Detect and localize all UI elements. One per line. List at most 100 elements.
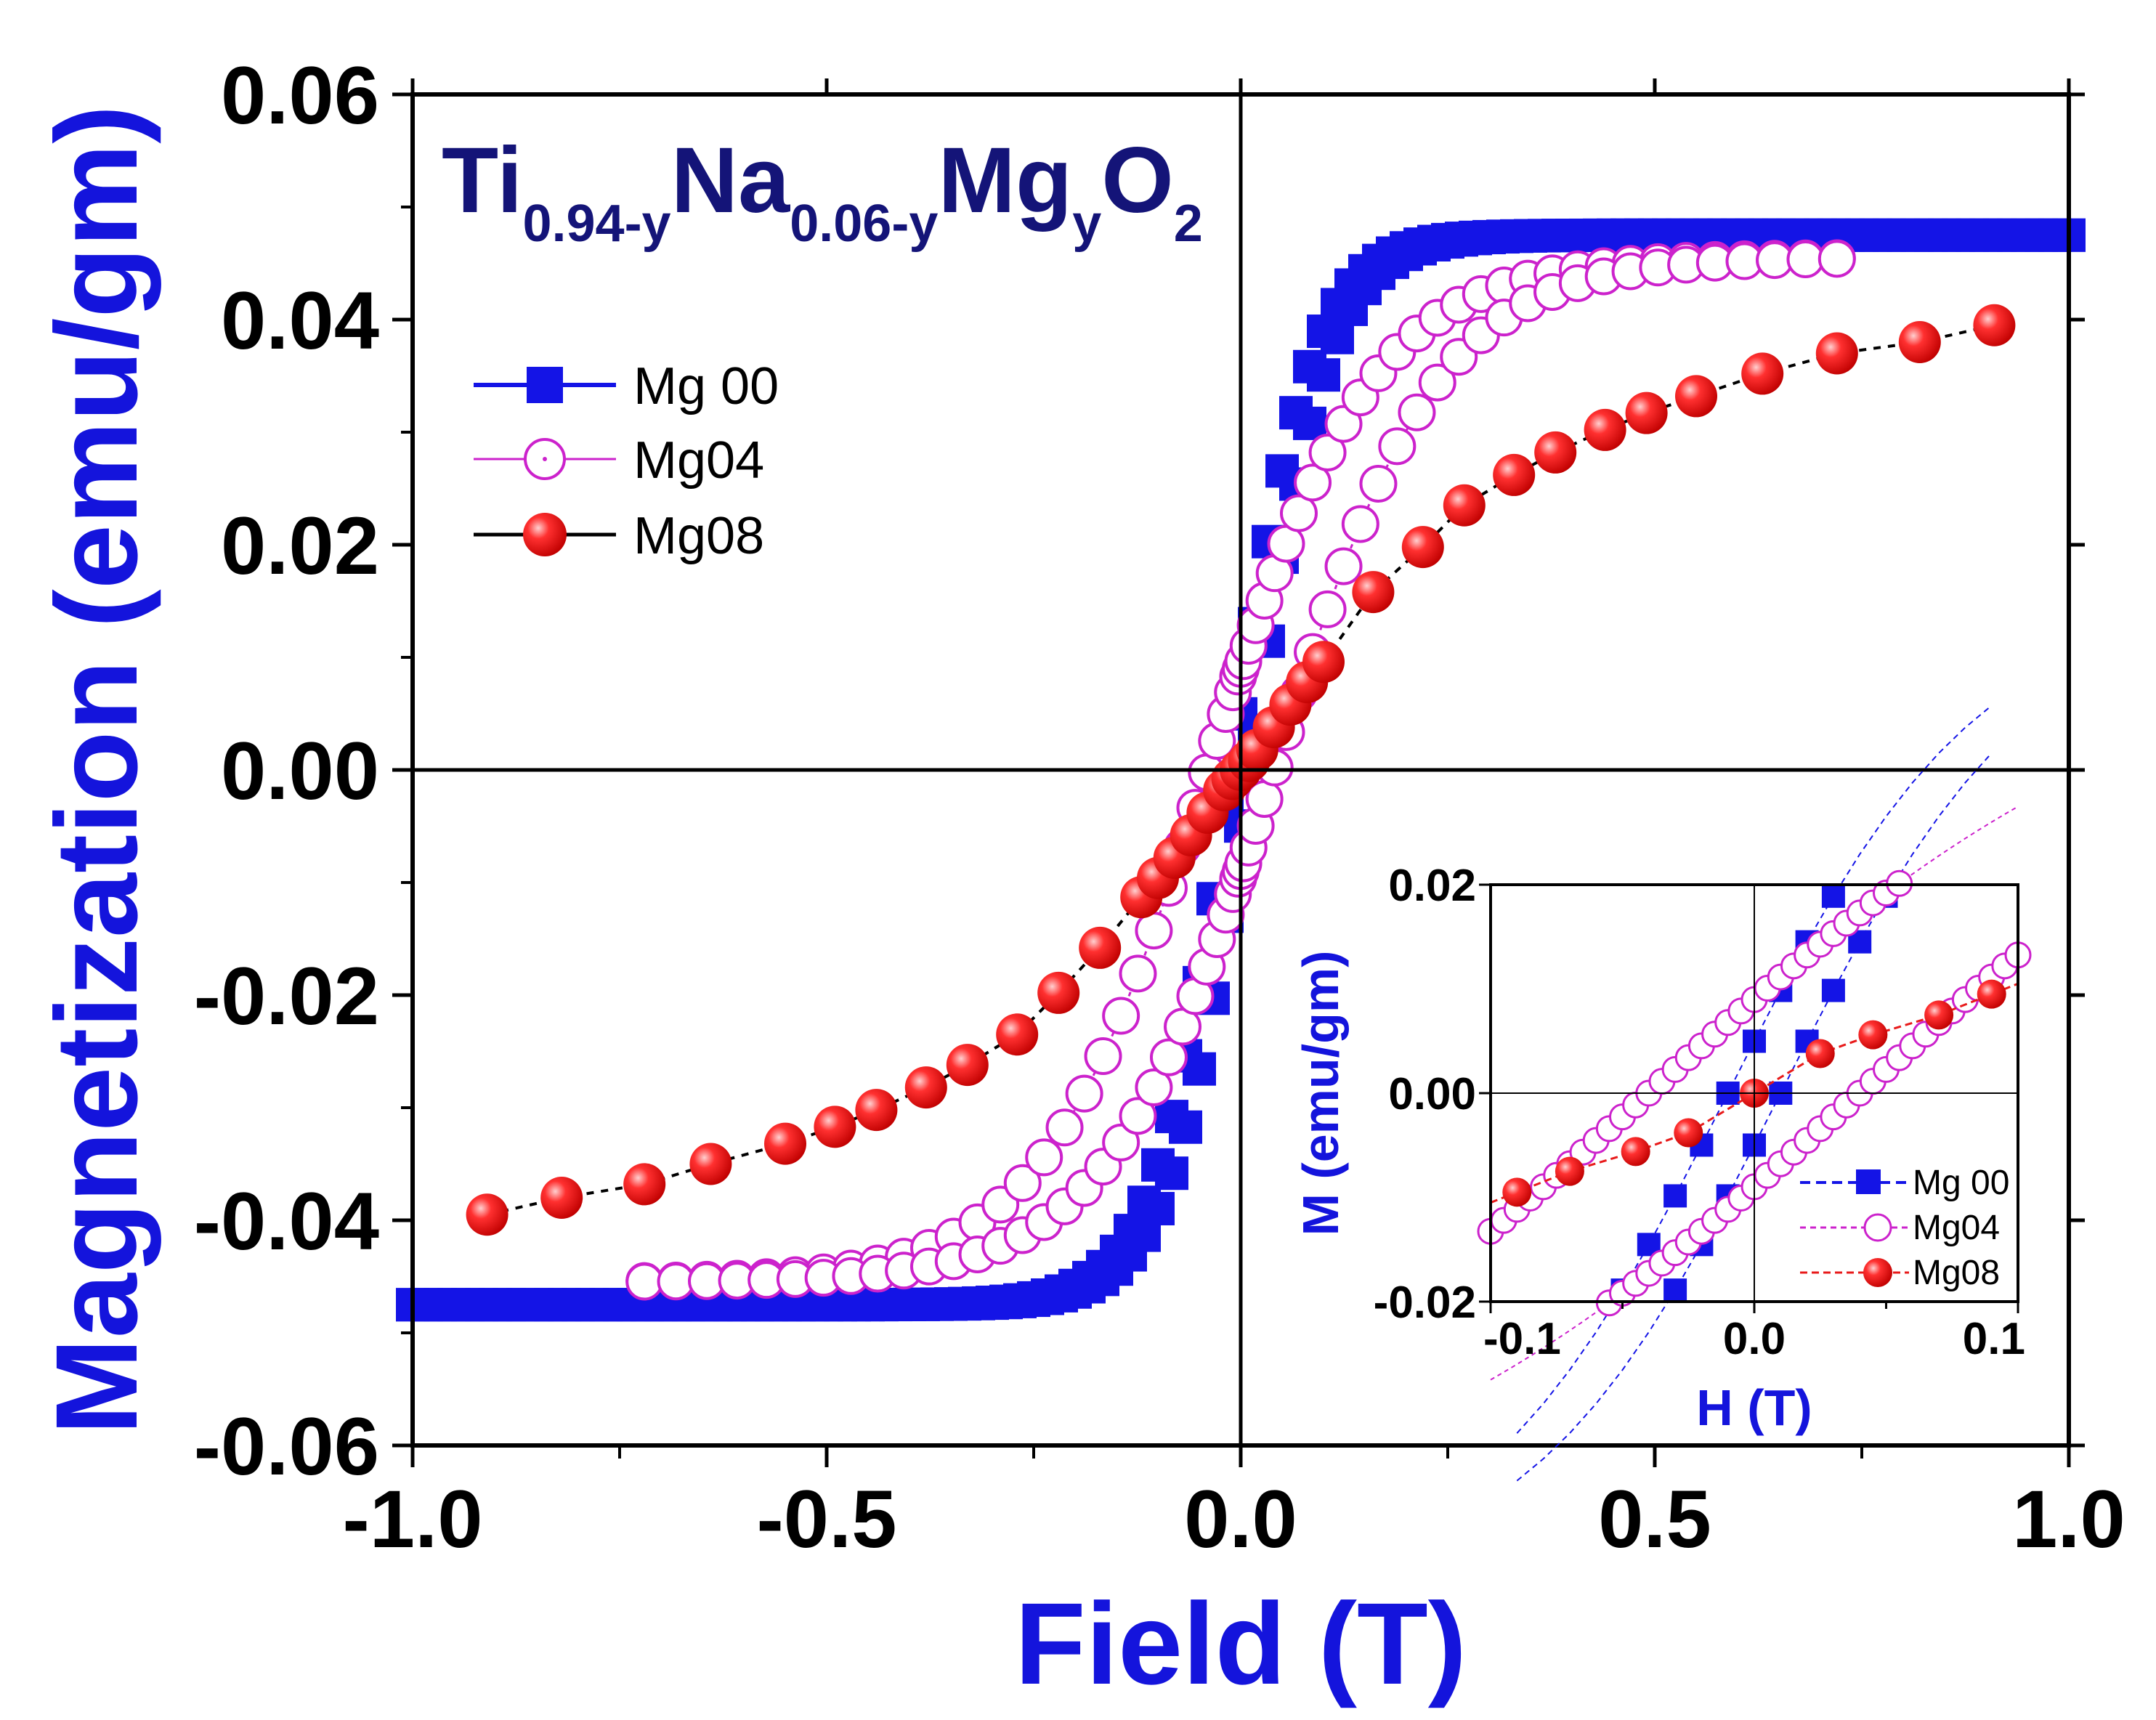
data-point-mg04 bbox=[1378, 427, 1417, 466]
main-x-axis-label: Field (T) bbox=[1015, 1578, 1467, 1708]
data-point-mg04 bbox=[1341, 505, 1379, 543]
svg-text:Mg 00: Mg 00 bbox=[633, 357, 779, 415]
data-point-mg00 bbox=[1169, 1110, 1202, 1144]
inset-point-mg08 bbox=[1555, 1156, 1584, 1186]
inset-y-tick-label: 0.02 bbox=[1388, 861, 1476, 911]
inset-y-tick-label: 0.00 bbox=[1388, 1069, 1476, 1119]
y-tick-label: -0.06 bbox=[194, 1401, 379, 1492]
data-point-mg08 bbox=[1493, 453, 1536, 496]
main-tick-labels: -1.0 -0.5 0.0 0.5 1.0 -0.06 -0.04 -0.02 0.00 0.02… bbox=[194, 50, 2125, 1565]
legend-item-mg04: Mg04 bbox=[474, 431, 764, 490]
data-point-mg04 bbox=[1084, 1037, 1122, 1076]
data-point-mg08 bbox=[1534, 431, 1577, 474]
data-point-mg04 bbox=[1135, 912, 1173, 950]
data-point-mg08 bbox=[1443, 484, 1486, 527]
y-tick-label: 0.00 bbox=[221, 726, 379, 816]
inset-y-axis-label: M (emu/gm) bbox=[1292, 951, 1349, 1236]
inset-x-tick-label: 0.1 bbox=[1963, 1314, 2025, 1364]
data-point-mg00 bbox=[1183, 1052, 1216, 1086]
data-point-mg08 bbox=[689, 1143, 732, 1185]
data-point-mg00 bbox=[1321, 320, 1354, 354]
inset-point-mg08 bbox=[1621, 1137, 1650, 1167]
series-mg04 bbox=[625, 239, 1856, 1301]
svg-text:Mg04: Mg04 bbox=[1913, 1209, 2000, 1247]
data-point-mg04 bbox=[1324, 405, 1363, 443]
formula-mg-sub: y bbox=[1072, 195, 1101, 253]
x-tick-label: -0.5 bbox=[757, 1474, 897, 1565]
inset-point-mg08 bbox=[1924, 1000, 1954, 1030]
main-ticks bbox=[392, 78, 2085, 1467]
legend-marker-square bbox=[1856, 1169, 1881, 1194]
data-point-mg08 bbox=[1973, 304, 2016, 346]
material-formula: Ti0.94-yNa0.06-yMgyO2 bbox=[442, 129, 1203, 253]
inset-point-mg08 bbox=[1977, 979, 2006, 1009]
data-point-mg00 bbox=[1141, 1191, 1175, 1225]
data-point-mg08 bbox=[1898, 321, 1941, 363]
formula-ti: Ti bbox=[442, 129, 522, 232]
svg-text:Mg08: Mg08 bbox=[1913, 1254, 2000, 1292]
data-point-mg00 bbox=[1293, 406, 1326, 440]
inset-point-mg08 bbox=[1858, 1020, 1888, 1050]
data-point-mg00 bbox=[1155, 1156, 1188, 1190]
data-point-mg08 bbox=[764, 1122, 806, 1165]
x-tick-label: -1.0 bbox=[343, 1474, 483, 1565]
legend-item-mg08: Mg08 bbox=[474, 507, 764, 565]
data-point-mg08 bbox=[1625, 392, 1668, 434]
inset-y-tick-label: -0.02 bbox=[1374, 1278, 1476, 1328]
x-tick-label: 0.0 bbox=[1184, 1474, 1297, 1565]
data-point-mg08 bbox=[466, 1193, 508, 1236]
inset-point-mg00 bbox=[1663, 1184, 1687, 1208]
legend-item-mg00: Mg 00 bbox=[474, 357, 779, 415]
data-point-mg08 bbox=[1401, 526, 1444, 569]
inset-legend: Mg 00 Mg04 Mg08 bbox=[1800, 1164, 2009, 1292]
data-point-mg04 bbox=[1065, 1074, 1103, 1113]
series-mg08 bbox=[466, 304, 2016, 1236]
data-point-mg04 bbox=[1025, 1138, 1063, 1177]
y-tick-label: 0.04 bbox=[221, 275, 379, 366]
svg-text:Mg 00: Mg 00 bbox=[1913, 1164, 2009, 1202]
inset-point-mg08 bbox=[1502, 1177, 1532, 1207]
legend-marker-filled-circle bbox=[1863, 1258, 1892, 1287]
data-point-mg04 bbox=[1045, 1108, 1084, 1147]
x-tick-label: 1.0 bbox=[2012, 1474, 2125, 1565]
y-tick-label: -0.02 bbox=[194, 951, 379, 1042]
x-tick-label: 0.5 bbox=[1598, 1474, 1711, 1565]
data-point-mg08 bbox=[1815, 332, 1858, 375]
data-point-mg04 bbox=[1119, 1097, 1157, 1135]
svg-text:Mg04: Mg04 bbox=[633, 431, 764, 490]
inset-point-mg08 bbox=[1805, 1039, 1835, 1068]
data-point-mg04 bbox=[625, 1262, 664, 1301]
formula-na-sub: 0.06-y bbox=[790, 195, 938, 253]
legend-marker-square bbox=[527, 367, 563, 403]
data-point-mg08 bbox=[1079, 926, 1122, 969]
inset-x-tick-label: -0.1 bbox=[1483, 1314, 1561, 1364]
data-point-mg04 bbox=[1102, 997, 1140, 1035]
inset-legend-item-mg04: Mg04 bbox=[1800, 1209, 2000, 1247]
legend-marker-open-circle bbox=[1863, 1213, 1892, 1242]
data-point-mg04 bbox=[1324, 547, 1363, 585]
inset-plot: -0.1 0.0 0.1 -0.02 0.00 0.02 H (T) M (emu/gm)… bbox=[1292, 705, 2032, 1482]
formula-na: Na bbox=[671, 129, 790, 232]
inset-series-mg08 bbox=[1490, 979, 2019, 1207]
data-point-mg08 bbox=[623, 1163, 666, 1206]
data-point-mg04 bbox=[1308, 590, 1347, 628]
data-point-mg08 bbox=[1675, 375, 1717, 418]
data-point-mg04 bbox=[1135, 1068, 1173, 1107]
data-point-mg04 bbox=[1102, 1123, 1140, 1161]
inset-ticks bbox=[1479, 883, 2019, 1313]
data-point-mg08 bbox=[855, 1089, 898, 1132]
inset-line-mg00 bbox=[1516, 752, 1993, 1482]
main-legend: Mg 00 Mg04 Mg08 bbox=[474, 357, 779, 565]
data-point-mg08 bbox=[1584, 408, 1626, 451]
data-point-mg08 bbox=[1352, 571, 1395, 614]
data-point-mg04 bbox=[1149, 1038, 1188, 1076]
inset-series-mg04 bbox=[1477, 806, 2032, 1381]
data-point-mg04 bbox=[1294, 463, 1332, 502]
inset-legend-item-mg00: Mg 00 bbox=[1800, 1164, 2009, 1202]
inset-x-axis-label: H (T) bbox=[1696, 1379, 1812, 1436]
y-tick-label: -0.04 bbox=[194, 1176, 379, 1267]
inset-tick-labels: -0.1 0.0 0.1 -0.02 0.00 0.02 bbox=[1374, 861, 2025, 1364]
data-point-mg04 bbox=[1786, 240, 1825, 279]
inset-point-mg00 bbox=[1663, 1278, 1687, 1302]
